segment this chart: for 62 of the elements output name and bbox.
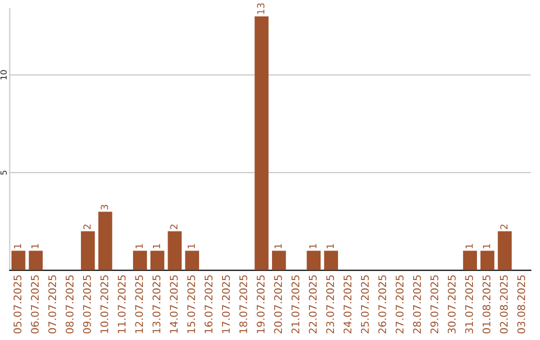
bar — [80, 231, 95, 270]
data-label: 1 — [31, 244, 38, 248]
data-label: 1 — [466, 244, 473, 248]
bar — [150, 250, 164, 270]
x-tick-label: 27.07.2025 — [396, 275, 404, 334]
data-label: 1 — [14, 244, 22, 248]
x-tick-label: 29.07.2025 — [430, 275, 438, 334]
x-tick-label: 23.07.2025 — [326, 275, 334, 334]
x-tick-label: 12.07.2025 — [135, 275, 144, 333]
x-tick-label: 08.07.2025 — [66, 275, 74, 334]
x-tick-label: 16.07.2025 — [204, 275, 212, 333]
bar — [28, 250, 43, 270]
x-tick-label: 30.07.2025 — [448, 275, 456, 334]
x-tick-label: 10.07.2025 — [100, 275, 108, 333]
x-tick-label: 28.07.2025 — [413, 275, 421, 334]
x-tick-label: 06.07.2025 — [30, 275, 39, 334]
x-tick-label: 09.07.2025 — [83, 275, 91, 334]
x-tick-label: 18.07.2025 — [239, 275, 248, 333]
x-tick-label: 05.07.2025 — [14, 275, 22, 334]
x-tick-label: 20.07.2025 — [274, 275, 282, 334]
data-label: 1 — [136, 244, 143, 248]
bar — [498, 231, 512, 270]
data-label: 13 — [257, 3, 264, 14]
x-tick-label: 22.07.2025 — [308, 275, 317, 334]
x-tick-label: 26.07.2025 — [378, 275, 386, 334]
x-tick-label: 21.07.2025 — [291, 275, 300, 334]
x-tick-label: 24.07.2025 — [344, 275, 352, 334]
x-tick-label: 19.07.2025 — [256, 275, 265, 333]
data-label: 3 — [100, 204, 108, 210]
data-label: 2 — [500, 224, 508, 230]
x-tick-label: 13.07.2025 — [152, 275, 160, 333]
bar — [254, 16, 269, 270]
x-tick-label: 02.08.2025 — [500, 275, 508, 334]
bar — [185, 250, 200, 270]
x-tick-label: 17.07.2025 — [222, 275, 230, 333]
data-label: 1 — [152, 244, 160, 248]
x-tick-label: 15.07.2025 — [187, 275, 196, 333]
data-label: 1 — [482, 244, 490, 248]
data-label: 1 — [309, 244, 316, 248]
bar — [168, 231, 182, 270]
data-label: 2 — [170, 224, 178, 230]
data-label: 1 — [188, 244, 195, 248]
data-label: 1 — [274, 244, 282, 248]
x-tick-label: 25.07.2025 — [360, 275, 369, 334]
x-tick-label: 14.07.2025 — [170, 275, 178, 333]
bar — [133, 250, 147, 270]
bar — [11, 250, 26, 270]
bar — [463, 250, 477, 270]
bar — [324, 250, 338, 270]
x-tick-label: 07.07.2025 — [48, 275, 56, 334]
x-tick-label: 11.07.2025 — [118, 275, 126, 333]
data-label: 2 — [83, 224, 91, 230]
bar — [272, 250, 286, 270]
x-tick-label: 31.07.2025 — [465, 275, 474, 334]
bar — [306, 250, 321, 270]
x-tick-label: 03.08.2025 — [517, 275, 526, 334]
bar — [480, 250, 494, 270]
y-tick-label: 5 — [0, 170, 7, 175]
data-label: 1 — [326, 244, 334, 248]
x-tick-label: 01.08.2025 — [482, 275, 490, 334]
bar — [98, 212, 112, 270]
y-tick-label: 10 — [0, 70, 7, 80]
